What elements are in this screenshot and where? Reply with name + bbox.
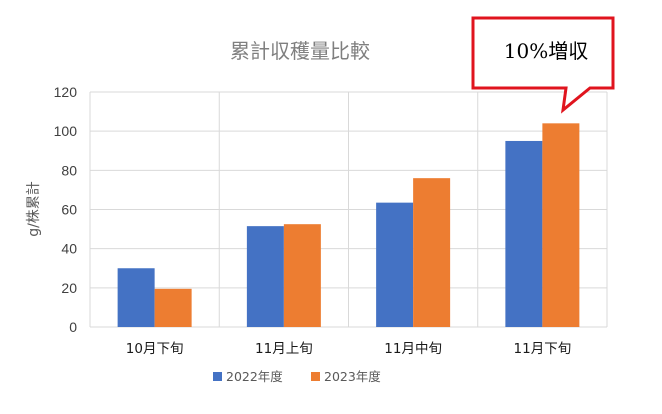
bar-series1-1: [246, 226, 284, 327]
bar-series1-2: [376, 202, 414, 327]
y-tick-label: 60: [61, 202, 77, 218]
bar-series1-3: [505, 140, 543, 327]
legend-swatch: [213, 372, 222, 381]
callout-text: 10%増収: [504, 39, 588, 63]
bar-series2-1: [283, 224, 321, 327]
x-tick-label: 11月下旬: [514, 341, 572, 357]
callout-box: [471, 16, 615, 114]
legend-label: 2023年度: [324, 369, 381, 384]
y-axis-label: g/株累計: [26, 181, 42, 237]
y-tick-label: 40: [61, 241, 77, 257]
gridlines: [89, 91, 608, 328]
x-tick-label: 11月中旬: [384, 341, 442, 357]
annotation-callout: 10%増収: [471, 16, 615, 114]
bar-series2-0: [154, 288, 192, 327]
y-tick-label: 20: [61, 280, 77, 296]
legend: 2022年度 2023年度: [213, 369, 381, 384]
bar-series1-0: [117, 268, 155, 327]
x-axis-ticks: 10月下旬 11月上旬 11月中旬 11月下旬: [126, 341, 571, 357]
y-tick-label: 80: [61, 162, 77, 178]
legend-label: 2022年度: [226, 369, 283, 384]
chart-title: 累計収穫量比較: [230, 39, 370, 63]
legend-swatch: [311, 372, 320, 381]
x-tick-label: 10月下旬: [126, 341, 184, 357]
bars: [117, 123, 580, 327]
y-tick-label: 100: [54, 123, 78, 139]
y-tick-label: 120: [54, 84, 78, 100]
y-tick-label: 0: [69, 319, 77, 335]
y-axis-ticks: 0 20 40 60 80 100 120: [54, 84, 78, 335]
bar-series2-2: [413, 178, 451, 327]
bar-series2-3: [542, 123, 580, 327]
x-tick-label: 11月上旬: [255, 341, 313, 357]
